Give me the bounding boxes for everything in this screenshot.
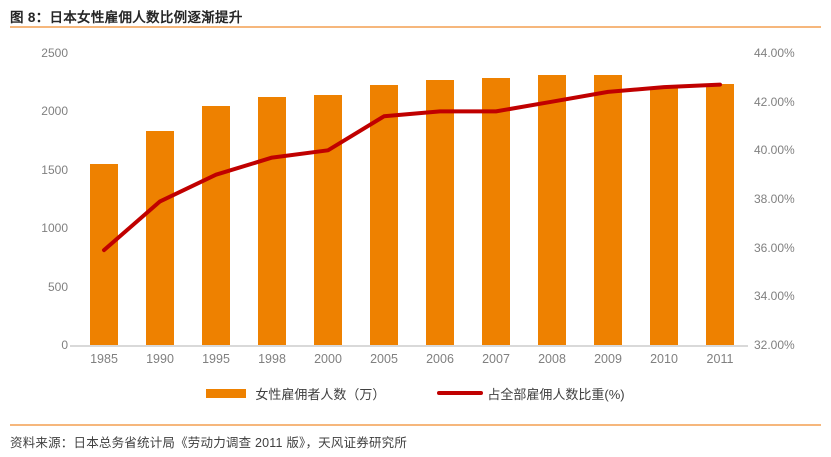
x-axis-baseline: [70, 345, 748, 347]
bar-2010: [650, 88, 678, 345]
bar-1998: [258, 96, 286, 345]
right-axis-tick-label: 44.00%: [754, 46, 795, 60]
right-axis-tick-label: 40.00%: [754, 143, 795, 158]
bar-2009: [594, 75, 622, 345]
left-axis-tick-label: 2500: [41, 46, 68, 60]
x-axis-label-2008: 2008: [538, 352, 566, 366]
bar-2000: [314, 95, 342, 345]
right-axis-tick-label: 42.00%: [754, 94, 795, 109]
right-axis-tick-label: 32.00%: [754, 338, 795, 352]
right-axis-tick-label: 34.00%: [754, 289, 795, 304]
line-series: [102, 82, 722, 253]
legend-label-bar-series: 女性雇佣者人数（万）: [255, 386, 386, 402]
combo-chart: 2500 2000 1500 1000 500 0 44.00% 42.00% 40.00% 3…: [0, 36, 831, 416]
x-axis-label-2006: 2006: [426, 352, 454, 366]
left-axis-tick-label: 500: [47, 279, 68, 294]
bar-1985: [90, 164, 118, 345]
bar-2008: [538, 75, 566, 345]
legend-item-bar-series: 女性雇佣者人数（万）: [206, 384, 385, 403]
bar-2006: [426, 79, 454, 345]
x-axis-label-1985: 1985: [90, 352, 118, 366]
line-series-swatch-icon: [437, 391, 484, 395]
x-axis-label-2010: 2010: [650, 352, 678, 366]
title-underline-rule: [10, 26, 821, 28]
bar-series-swatch-icon: [206, 388, 247, 398]
x-axis-label-2009: 2009: [594, 352, 622, 366]
chart-title: 图 8：日本女性雇佣人数比例逐渐提升: [10, 10, 243, 25]
left-axis-tick-label: 0: [61, 338, 68, 352]
x-axis-label-2005: 2005: [370, 352, 398, 366]
right-axis-tick-label: 38.00%: [754, 192, 795, 206]
bar-2005: [370, 84, 398, 345]
legend: 女性雇佣者人数（万） 占全部雇佣人数比重(%): [0, 384, 831, 402]
x-axis-label-2000: 2000: [314, 352, 342, 366]
bar-1990: [146, 130, 174, 345]
left-axis-tick-label: 1000: [41, 221, 68, 236]
source-note: 资料来源：日本总务省统计局《劳动力调查 2011 版》，天风证券研究所: [10, 436, 408, 450]
x-axis-label-2011: 2011: [706, 352, 734, 366]
legend-label-line-series: 占全部雇佣人数比重(%): [487, 386, 625, 402]
ratio-line: [102, 82, 722, 253]
right-axis-tick-label: 36.00%: [754, 240, 795, 255]
x-axis-label-1995: 1995: [202, 352, 230, 366]
x-axis-label-1998: 1998: [258, 352, 286, 366]
x-axis-label-2007: 2007: [482, 352, 510, 366]
x-axis-label-1990: 1990: [146, 352, 174, 366]
bar-2007: [482, 77, 510, 345]
footer-rule: [10, 424, 821, 426]
left-axis-tick-label: 2000: [41, 104, 68, 119]
bar-1995: [202, 105, 230, 345]
legend-item-line-series: 占全部雇佣人数比重(%): [437, 384, 625, 403]
bar-2011: [706, 83, 734, 345]
left-axis-tick-label: 1500: [41, 162, 68, 177]
